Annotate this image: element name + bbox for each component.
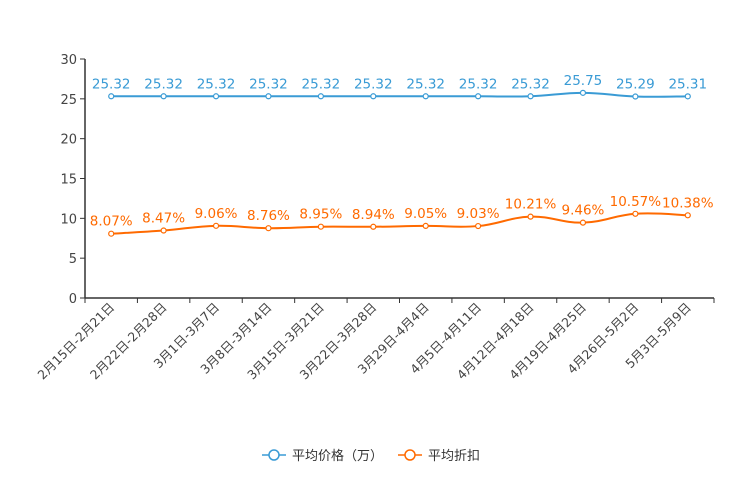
data-point xyxy=(108,230,115,237)
data-label: 25.32 xyxy=(197,76,236,92)
data-label: 8.94% xyxy=(352,207,395,223)
data-label: 8.47% xyxy=(142,211,185,227)
data-point xyxy=(632,93,639,100)
y-tick-label: 20 xyxy=(60,133,77,148)
data-label: 8.95% xyxy=(299,207,342,223)
data-label: 25.32 xyxy=(459,76,498,92)
data-point xyxy=(579,89,587,96)
data-label: 25.32 xyxy=(144,76,183,92)
data-point xyxy=(212,222,220,229)
data-label: 25.32 xyxy=(302,76,341,92)
y-tick-label: 15 xyxy=(60,173,77,188)
data-point xyxy=(527,93,534,100)
data-point xyxy=(422,222,429,230)
data-label: 25.32 xyxy=(92,76,131,92)
data-label: 9.06% xyxy=(195,206,238,222)
data-label: 8.76% xyxy=(247,208,290,224)
data-point xyxy=(527,213,534,220)
y-tick-label: 5 xyxy=(69,252,77,267)
data-label: 10.21% xyxy=(505,197,557,213)
data-point xyxy=(160,227,167,234)
data-point xyxy=(265,225,272,232)
y-tick-label: 0 xyxy=(69,292,77,307)
data-label: 25.31 xyxy=(668,76,707,92)
data-label: 25.32 xyxy=(354,76,393,92)
y-tick-label: 10 xyxy=(60,212,77,227)
legend-label: 平均折扣 xyxy=(428,449,480,464)
data-point xyxy=(265,93,272,100)
data-label: 10.57% xyxy=(610,194,662,210)
data-point xyxy=(108,93,115,100)
data-point xyxy=(579,219,587,226)
data-label: 10.38% xyxy=(662,195,714,211)
y-tick-label: 30 xyxy=(60,53,77,68)
data-label: 25.32 xyxy=(406,76,445,92)
data-point xyxy=(317,93,324,100)
data-point xyxy=(422,93,429,100)
data-label: 9.03% xyxy=(457,206,500,222)
data-label: 25.29 xyxy=(616,77,655,93)
data-label: 9.05% xyxy=(404,206,447,222)
data-point xyxy=(632,210,639,217)
y-tick-label: 25 xyxy=(60,93,77,108)
series-line-1 xyxy=(111,212,688,235)
legend-label: 平均价格（万） xyxy=(292,448,383,464)
data-point xyxy=(212,93,220,100)
data-label: 25.32 xyxy=(511,76,550,92)
data-point xyxy=(475,93,482,100)
data-point xyxy=(684,93,691,100)
data-label: 25.32 xyxy=(249,76,288,92)
legend-marker-icon xyxy=(404,449,416,461)
data-point xyxy=(370,93,377,100)
legend-marker-icon xyxy=(268,449,280,461)
data-label: 25.75 xyxy=(564,73,603,89)
data-point xyxy=(160,93,167,100)
data-point xyxy=(684,212,691,219)
data-label: 9.46% xyxy=(562,203,605,219)
data-point xyxy=(475,222,482,230)
data-label: 8.07% xyxy=(90,214,133,230)
data-point xyxy=(317,223,324,230)
series-line-0 xyxy=(111,91,688,98)
data-point xyxy=(370,223,377,230)
